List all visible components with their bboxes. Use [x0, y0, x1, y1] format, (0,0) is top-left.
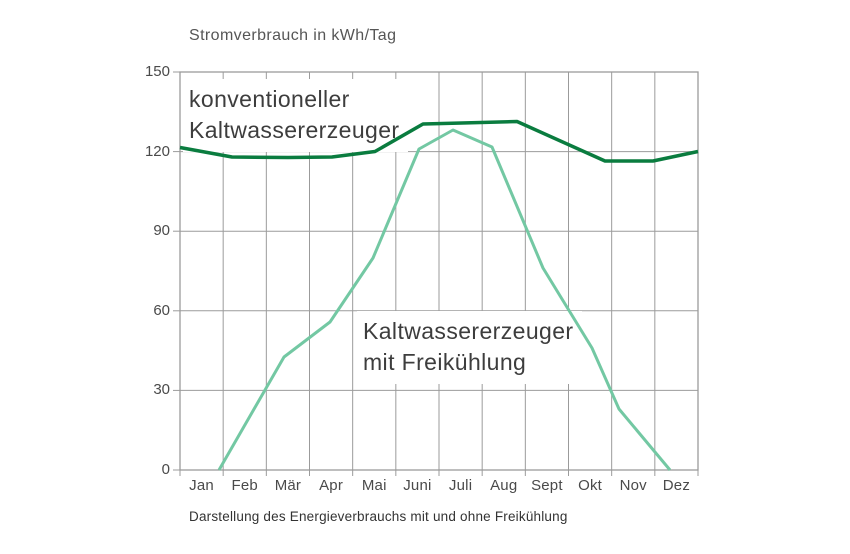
y-axis-label: 120: [144, 142, 170, 160]
x-axis-label: Sept: [531, 477, 563, 494]
x-axis-label: Okt: [578, 477, 603, 494]
x-axis-label: Juli: [448, 477, 473, 494]
series-label-conventional-line1: konventioneller: [189, 86, 350, 112]
series-label-free-cooling: Kaltwassererzeuger mit Freikühlung: [357, 311, 583, 384]
x-axis-label: Aug: [490, 477, 518, 494]
series-label-conventional-line2: Kaltwassererzeuger: [189, 117, 400, 143]
y-axis-label: 30: [153, 381, 170, 399]
series-label-free-cooling-line2: mit Freikühlung: [363, 349, 527, 375]
chart-caption: Darstellung des Energieverbrauchs mit un…: [189, 509, 568, 524]
x-axis-label: Apr: [319, 477, 344, 494]
y-axis-label: 0: [161, 461, 170, 478]
y-axis-label: 60: [153, 301, 170, 319]
series-label-free-cooling-line1: Kaltwassererzeuger: [363, 318, 574, 344]
chart-title: Stromverbrauch in kWh/Tag: [189, 27, 397, 44]
x-axis-label: Mai: [361, 477, 387, 494]
x-axis-label: Nov: [619, 477, 647, 494]
y-axis-label: 90: [153, 222, 170, 240]
x-axis-label: Dez: [662, 477, 691, 494]
x-axis-label: Mär: [274, 477, 302, 494]
x-axis-label: Feb: [231, 477, 258, 494]
x-axis-label: Juni: [403, 477, 432, 494]
x-axis-label: Jan: [189, 477, 214, 494]
y-axis-label: 150: [144, 63, 170, 80]
series-label-conventional: konventioneller Kaltwassererzeuger: [183, 79, 409, 152]
